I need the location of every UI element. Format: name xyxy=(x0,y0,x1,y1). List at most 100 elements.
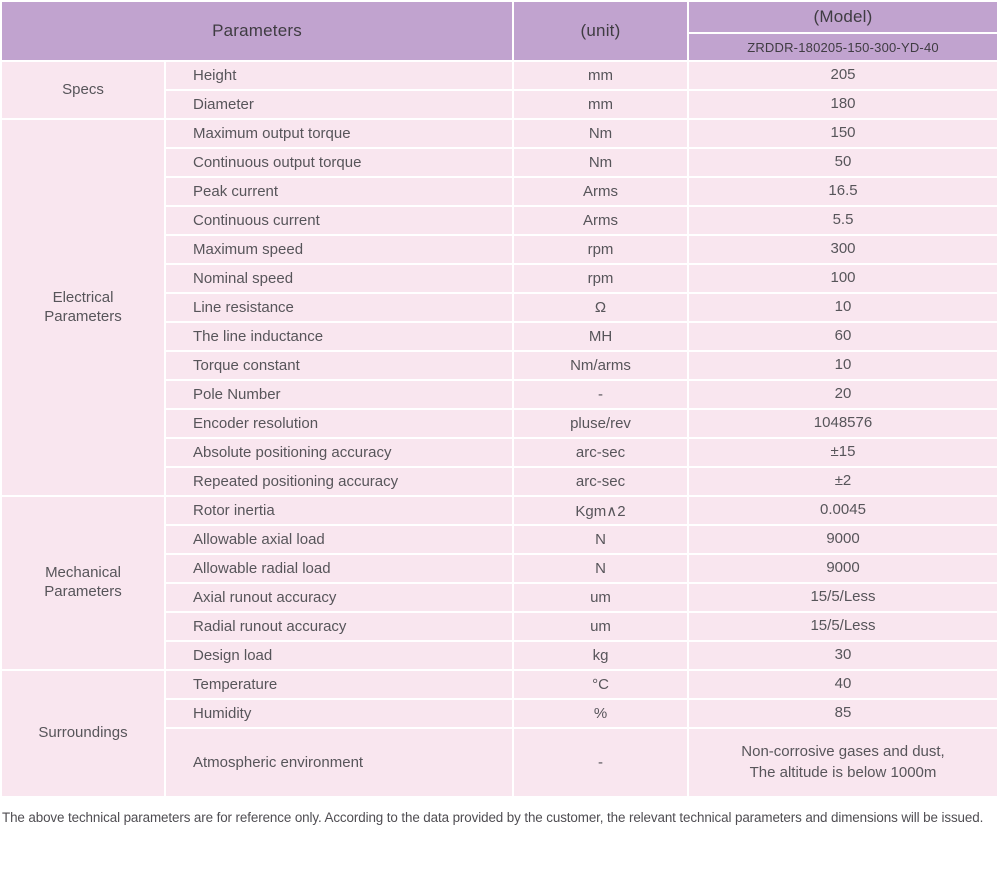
parameter-unit: % xyxy=(512,698,689,729)
model-number: ZRDDR-180205-150-300-YD-40 xyxy=(687,32,999,62)
group-label: Specs xyxy=(0,60,166,120)
parameter-value: ±2 xyxy=(687,466,999,497)
parameter-name: Rotor inertia xyxy=(164,495,514,526)
parameter-unit: um xyxy=(512,582,689,613)
parameter-unit: arc-sec xyxy=(512,437,689,468)
parameter-value: 150 xyxy=(687,118,999,149)
parameter-name: Peak current xyxy=(164,176,514,207)
parameter-unit: Arms xyxy=(512,205,689,236)
group-label: Mechanical Parameters xyxy=(0,495,166,671)
table-row: Specs Height mm 205 xyxy=(0,60,999,120)
parameter-value: 40 xyxy=(687,669,999,700)
parameter-name: Diameter xyxy=(164,89,514,120)
parameter-value: 30 xyxy=(687,640,999,671)
table-row: Allowable axial load N 9000 xyxy=(1,524,999,555)
table-row: Design load kg 30 xyxy=(1,640,999,671)
table-row: Humidity% 85 xyxy=(1,698,999,729)
unit-column-header: (unit) xyxy=(512,0,689,62)
parameter-value: 20 xyxy=(687,379,999,410)
table-row: Absolute positioning accuracy arc-sec ±15 xyxy=(1,437,999,468)
table-row: Radial runout accuracy um 15/5/Less xyxy=(1,611,999,642)
parameter-name: Continuous output torque xyxy=(164,147,514,178)
table-row: Peak current Arms 16.5 xyxy=(1,176,999,207)
parameter-value: 205 xyxy=(687,60,999,91)
parameter-name: Pole Number xyxy=(164,379,514,410)
table-row: Mechanical Parameters Rotor inertia Kgm∧2 0… xyxy=(0,495,999,671)
parameter-name: Encoder resolution xyxy=(164,408,514,439)
group-label: Surroundings xyxy=(0,669,166,798)
table-row: Diameter mm 180 xyxy=(1,89,999,120)
parameter-name: Allowable axial load xyxy=(164,524,514,555)
parameter-name: Temperature xyxy=(164,669,514,700)
parameters-column-header: Parameters xyxy=(0,0,514,62)
parameter-name: Axial runout accuracy xyxy=(164,582,514,613)
parameter-name: Design load xyxy=(164,640,514,671)
parameter-value: 10 xyxy=(687,350,999,381)
parameter-value: 60 xyxy=(687,321,999,352)
table-row: Nominal speed rpm 100 xyxy=(1,263,999,294)
table-row: Pole Number -20 xyxy=(1,379,999,410)
parameter-unit: Ω xyxy=(512,292,689,323)
parameter-name: Maximum output torque xyxy=(164,118,514,149)
parameter-name: Repeated positioning accuracy xyxy=(164,466,514,497)
parameter-name: Maximum speed xyxy=(164,234,514,265)
table-row: Atmospheric environment - Non-corrosive ga… xyxy=(1,727,999,798)
parameter-unit: Nm/arms xyxy=(512,350,689,381)
parameter-unit: - xyxy=(512,727,689,798)
parameter-unit: arc-sec xyxy=(512,466,689,497)
parameter-value: 15/5/Less xyxy=(687,582,999,613)
parameter-unit: MH xyxy=(512,321,689,352)
parameter-value: 1048576 xyxy=(687,408,999,439)
parameter-unit: mm xyxy=(512,89,689,120)
parameter-name: Radial runout accuracy xyxy=(164,611,514,642)
table-row: Surroundings Temperature °C 40 xyxy=(0,669,999,798)
parameter-value: 5.5 xyxy=(687,205,999,236)
parameter-name: Height xyxy=(164,60,514,91)
parameter-value: 100 xyxy=(687,263,999,294)
parameter-unit: mm xyxy=(512,60,689,91)
parameter-value: 9000 xyxy=(687,524,999,555)
table-row: Continuous current Arms 5.5 xyxy=(1,205,999,236)
parameter-unit: rpm xyxy=(512,234,689,265)
table-row: Encoder resolution pluse/rev 1048576 xyxy=(1,408,999,439)
parameter-name: Allowable radial load xyxy=(164,553,514,584)
parameter-unit: - xyxy=(512,379,689,410)
parameter-unit: Kgm∧2 xyxy=(512,495,689,526)
parameter-value: 10 xyxy=(687,292,999,323)
table-row: Torque constant Nm/arms 10 xyxy=(1,350,999,381)
table-row: The line inductance MH 60 xyxy=(1,321,999,352)
parameter-value: 85 xyxy=(687,698,999,729)
table-row: Continuous output torque Nm 50 xyxy=(1,147,999,178)
parameter-name: Nominal speed xyxy=(164,263,514,294)
parameter-unit: Arms xyxy=(512,176,689,207)
parameter-value: 9000 xyxy=(687,553,999,584)
table-row: Repeated positioning accuracy arc-sec ±2 xyxy=(1,466,999,497)
model-column-header: (Model) xyxy=(687,0,999,35)
table-row: Line resistance Ω 10 xyxy=(1,292,999,323)
parameter-name: Humidity xyxy=(164,698,514,729)
parameter-value: 16.5 xyxy=(687,176,999,207)
footnote: The above technical parameters are for r… xyxy=(2,810,984,825)
spec-table-body: Specs Height mm 205 Diameter mm 180 Electrical … xyxy=(0,60,999,798)
group-label: Electrical Parameters xyxy=(0,118,166,497)
parameter-unit: rpm xyxy=(512,263,689,294)
header-row-top: Parameters (unit) (Model) xyxy=(0,0,999,62)
parameter-unit: Nm xyxy=(512,147,689,178)
parameter-name: Line resistance xyxy=(164,292,514,323)
parameter-value: 50 xyxy=(687,147,999,178)
spec-table-header: Parameters (unit) (Model) ZRDDR-180205-1… xyxy=(0,0,999,62)
parameter-unit: N xyxy=(512,524,689,555)
parameter-value: 0.0045 xyxy=(687,495,999,526)
parameter-value: Non-corrosive gases and dust, The altitu… xyxy=(687,727,999,798)
parameter-unit: Nm xyxy=(512,118,689,149)
table-row: Axial runout accuracy um 15/5/Less xyxy=(1,582,999,613)
parameter-unit: pluse/rev xyxy=(512,408,689,439)
parameter-name: Continuous current xyxy=(164,205,514,236)
parameter-value: ±15 xyxy=(687,437,999,468)
table-row: Allowable radial load N 9000 xyxy=(1,553,999,584)
parameter-unit: °C xyxy=(512,669,689,700)
parameter-name: Absolute positioning accuracy xyxy=(164,437,514,468)
table-row: Maximum speed rpm 300 xyxy=(1,234,999,265)
header-row-model: ZRDDR-180205-150-300-YD-40 xyxy=(1,32,999,62)
